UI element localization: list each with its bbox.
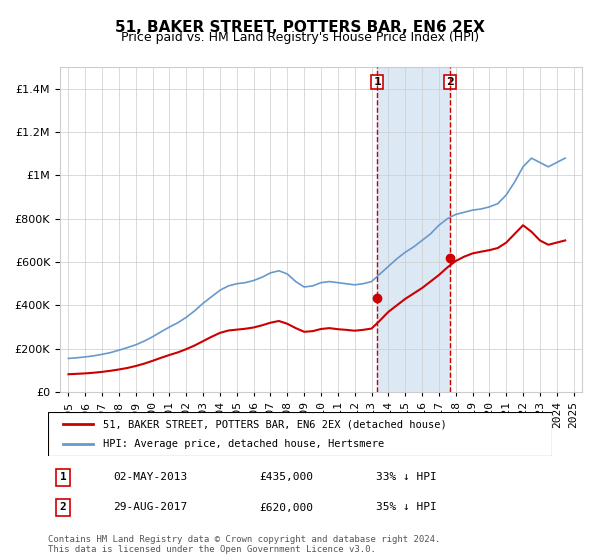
Text: Price paid vs. HM Land Registry's House Price Index (HPI): Price paid vs. HM Land Registry's House …: [121, 31, 479, 44]
Text: 51, BAKER STREET, POTTERS BAR, EN6 2EX (detached house): 51, BAKER STREET, POTTERS BAR, EN6 2EX (…: [103, 419, 447, 429]
Bar: [377, 67, 450, 392]
Text: Contains HM Land Registry data © Crown copyright and database right 2024.
This d: Contains HM Land Registry data © Crown c…: [48, 535, 440, 554]
Text: 51, BAKER STREET, POTTERS BAR, EN6 2EX: 51, BAKER STREET, POTTERS BAR, EN6 2EX: [115, 20, 485, 35]
Text: HPI: Average price, detached house, Hertsmere: HPI: Average price, detached house, Hert…: [103, 439, 385, 449]
FancyBboxPatch shape: [48, 412, 552, 456]
Text: 35% ↓ HPI: 35% ↓ HPI: [376, 502, 436, 512]
Text: 2: 2: [60, 502, 67, 512]
Text: 29-AUG-2017: 29-AUG-2017: [113, 502, 188, 512]
Text: 1: 1: [60, 472, 67, 482]
Text: £435,000: £435,000: [260, 472, 314, 482]
Text: 33% ↓ HPI: 33% ↓ HPI: [376, 472, 436, 482]
Text: 2: 2: [446, 77, 454, 87]
Text: 1: 1: [373, 77, 381, 87]
Text: 02-MAY-2013: 02-MAY-2013: [113, 472, 188, 482]
Text: £620,000: £620,000: [260, 502, 314, 512]
